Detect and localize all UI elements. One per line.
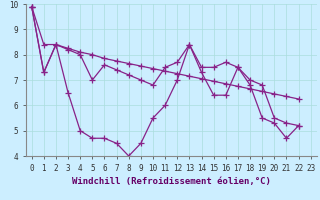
X-axis label: Windchill (Refroidissement éolien,°C): Windchill (Refroidissement éolien,°C): [72, 177, 271, 186]
